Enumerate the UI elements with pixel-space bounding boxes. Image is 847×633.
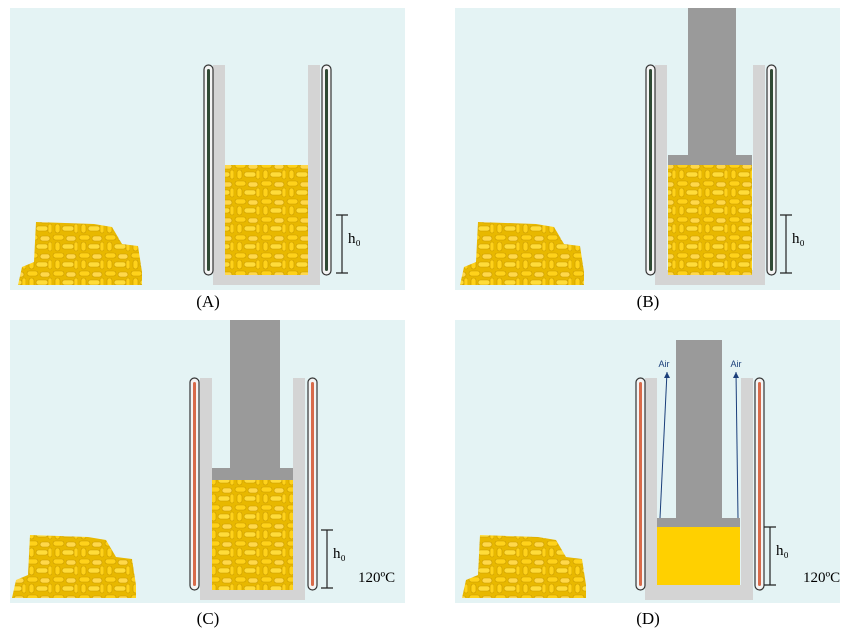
- height-label: h₀: [333, 546, 346, 562]
- pellet-pile: [462, 535, 586, 598]
- height-bracket: [336, 214, 348, 274]
- heater-core: [193, 382, 196, 586]
- air-label: Air: [659, 359, 670, 369]
- pellet-pile: [460, 222, 584, 285]
- heater-core: [325, 69, 328, 271]
- height-bracket: [321, 529, 333, 589]
- pellet-pile: [18, 222, 142, 285]
- panel-label: (A): [196, 292, 220, 311]
- panel-label: (B): [637, 292, 660, 311]
- piston-plate: [657, 518, 740, 527]
- height-label: h₀: [792, 231, 805, 247]
- air-arrowhead: [664, 372, 670, 378]
- compacted-block: [657, 527, 740, 585]
- panel-label: (D): [636, 609, 660, 628]
- height-bracket: [764, 526, 776, 586]
- heater-core: [207, 69, 210, 271]
- air-arrowhead: [733, 372, 739, 378]
- air-arrow: [659, 371, 668, 519]
- temperature-label: 120ºC: [803, 570, 840, 586]
- panel-label: (C): [197, 609, 220, 628]
- piston-plate: [212, 468, 293, 480]
- pellets: [225, 165, 308, 275]
- heater-core: [770, 69, 773, 271]
- heater-core: [639, 382, 642, 586]
- air-label: Air: [731, 359, 742, 369]
- piston-rod: [676, 340, 722, 518]
- pellets: [212, 480, 293, 590]
- pellets: [668, 165, 752, 275]
- piston-rod: [688, 8, 736, 155]
- heater-core: [649, 69, 652, 271]
- piston-rod: [230, 320, 280, 468]
- air-arrow: [735, 371, 739, 519]
- pellet-pile: [12, 535, 136, 598]
- height-label: h₀: [348, 231, 361, 247]
- height-bracket: [780, 214, 792, 274]
- panels: h₀ (A) h₀ (B) h₀ 120ºC (C) h₀ 120ºC Air Air (D): [10, 8, 840, 628]
- piston-plate: [668, 155, 752, 165]
- heater-core: [758, 382, 761, 586]
- height-label: h₀: [776, 543, 789, 559]
- temperature-label: 120ºC: [358, 570, 395, 586]
- heater-core: [311, 382, 314, 586]
